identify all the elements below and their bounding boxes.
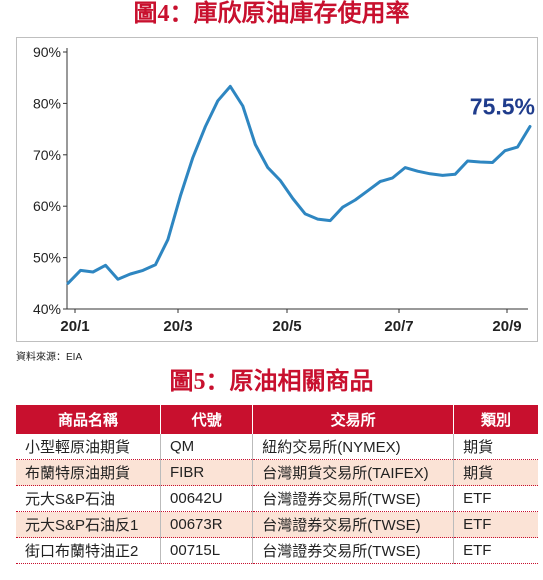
chart-frame: 40% 50% 60% 70% 80% 90% 20/1 20/3 20/5 20/7 20/9 75… bbox=[16, 37, 538, 342]
y-tick-label: 90% bbox=[33, 44, 61, 60]
figure5-title: 圖5：原油相關商品 bbox=[169, 369, 374, 395]
source-note: 資料來源：EIA bbox=[16, 352, 83, 363]
table-row: 布蘭特原油期貨 FIBR 台灣期貨交易所(TAIFEX) 期貨 bbox=[16, 459, 538, 486]
header-exchange: 交易所 bbox=[252, 405, 454, 434]
cell-product-name: 元大S&P石油 bbox=[16, 485, 161, 512]
cell-product-name: 元大S&P石油反1 bbox=[16, 511, 161, 538]
cell-code: FIBR bbox=[160, 459, 253, 486]
table-header-row: 商品名稱 代號 交易所 類別 bbox=[16, 405, 538, 434]
header-type: 類別 bbox=[453, 405, 538, 434]
y-tick-label: 70% bbox=[33, 147, 61, 163]
cell-code: 00642U bbox=[160, 485, 253, 512]
cell-type: ETF bbox=[453, 485, 538, 512]
cell-product-name: 小型輕原油期貨 bbox=[16, 434, 161, 460]
y-tick-label: 80% bbox=[33, 95, 61, 111]
figure4-title: 圖4：庫欣原油庫存使用率 bbox=[133, 1, 410, 27]
table-row: 小型輕原油期貨 QM 紐約交易所(NYMEX) 期貨 bbox=[16, 434, 538, 460]
x-tick-label: 20/9 bbox=[492, 318, 521, 335]
cell-exchange: 紐約交易所(NYMEX) bbox=[252, 434, 454, 460]
cell-exchange: 台灣證券交易所(TWSE) bbox=[252, 537, 454, 564]
product-table: 商品名稱 代號 交易所 類別 小型輕原油期貨 QM 紐約交易所(NYMEX) 期… bbox=[16, 405, 538, 564]
cell-type: 期貨 bbox=[453, 459, 538, 486]
y-tick-label: 50% bbox=[33, 250, 61, 266]
y-tick-label: 60% bbox=[33, 198, 61, 214]
x-tick-label: 20/3 bbox=[163, 318, 192, 335]
x-tick-label: 20/1 bbox=[60, 318, 89, 335]
cell-exchange: 台灣證券交易所(TWSE) bbox=[252, 485, 454, 512]
table-row: 街口布蘭特油正2 00715L 台灣證券交易所(TWSE) ETF bbox=[16, 537, 538, 564]
table-row: 元大S&P石油 00642U 台灣證券交易所(TWSE) ETF bbox=[16, 485, 538, 512]
cell-code: QM bbox=[160, 434, 253, 460]
cell-exchange: 台灣期貨交易所(TAIFEX) bbox=[252, 459, 454, 486]
x-tick-label: 20/5 bbox=[272, 318, 301, 335]
table-row: 元大S&P石油反1 00673R 台灣證券交易所(TWSE) ETF bbox=[16, 511, 538, 538]
header-product-name: 商品名稱 bbox=[16, 405, 161, 434]
cell-type: 期貨 bbox=[453, 434, 538, 460]
usage-line-chart: 40% 50% 60% 70% 80% 90% 20/1 20/3 20/5 20/7 20/9 75… bbox=[33, 44, 535, 335]
cell-code: 00673R bbox=[160, 511, 253, 538]
y-tick-label: 40% bbox=[33, 301, 61, 317]
cell-product-name: 布蘭特原油期貨 bbox=[16, 459, 161, 486]
cell-type: ETF bbox=[453, 537, 538, 564]
usage-series-line bbox=[66, 84, 532, 285]
header-code: 代號 bbox=[160, 405, 253, 434]
cell-product-name: 街口布蘭特油正2 bbox=[16, 537, 161, 564]
cell-type: ETF bbox=[453, 511, 538, 538]
x-tick-label: 20/7 bbox=[384, 318, 413, 335]
cell-code: 00715L bbox=[160, 537, 253, 564]
cell-exchange: 台灣證券交易所(TWSE) bbox=[252, 511, 454, 538]
last-value-label: 75.5% bbox=[470, 94, 535, 120]
